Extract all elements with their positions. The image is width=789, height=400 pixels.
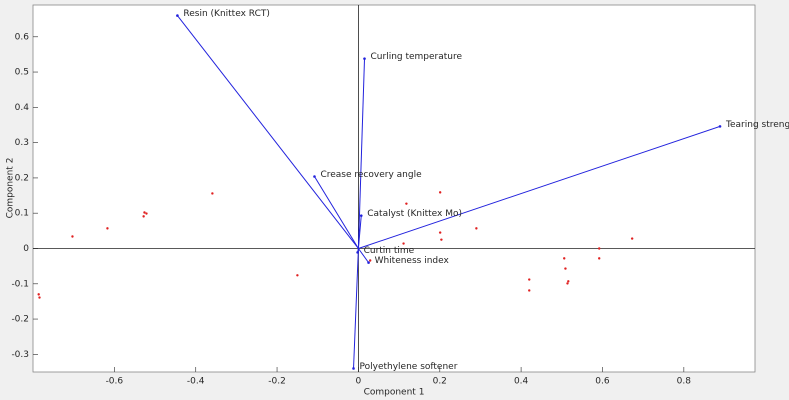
y-tick-label: 0.2	[15, 173, 29, 183]
score-point	[405, 202, 408, 205]
plot-area	[32, 4, 756, 373]
score-point	[440, 238, 443, 241]
x-tick-label: -0.4	[187, 377, 205, 387]
score-point	[145, 212, 148, 215]
score-point	[143, 211, 146, 214]
vector-label: Whiteness index	[375, 256, 450, 266]
vector-label: Crease recovery angle	[320, 170, 422, 180]
y-tick-label: 0.4	[15, 103, 30, 113]
score-point	[438, 191, 442, 194]
score-point	[37, 293, 40, 296]
x-axis-label: Component 1	[364, 388, 425, 398]
vector-tip	[367, 261, 370, 264]
score-point	[566, 282, 569, 285]
loading-vector	[358, 125, 721, 249]
vector-tip	[176, 14, 179, 17]
vector-tip	[363, 57, 366, 60]
y-tick-label: -0.1	[11, 279, 29, 289]
score-point	[142, 215, 145, 218]
x-tick-label: 0.2	[433, 377, 447, 387]
score-point	[475, 227, 478, 230]
y-tick-label: 0.5	[15, 68, 29, 78]
y-tick-label: -0.3	[11, 350, 29, 360]
score-point	[528, 278, 531, 281]
loading-vector	[357, 215, 362, 249]
score-point	[38, 296, 41, 299]
score-point	[528, 289, 531, 292]
score-point	[567, 280, 570, 283]
vector-tip	[718, 125, 722, 128]
vector-label: Curtin time	[364, 246, 415, 256]
score-point	[598, 257, 601, 260]
x-tick-label: 0.6	[595, 377, 610, 387]
vector-label: Catalyst (Knittex Mo)	[367, 209, 462, 219]
vector-tip	[359, 214, 363, 217]
y-tick-label: 0.3	[15, 138, 29, 148]
loading-vector	[357, 58, 366, 249]
vector-label: Tearing strength	[725, 120, 789, 130]
x-tick-label: -0.6	[106, 377, 124, 387]
x-tick-label: 0.8	[677, 377, 692, 387]
score-point	[71, 235, 74, 238]
score-point	[598, 247, 601, 250]
vector-tip	[352, 367, 355, 370]
x-tick-label: 0	[356, 377, 362, 387]
y-tick-label: 0.6	[15, 32, 30, 42]
y-tick-label: 0.1	[15, 209, 29, 219]
loading-vector	[177, 15, 359, 249]
score-point	[564, 267, 567, 270]
score-point	[211, 192, 214, 195]
loading-vector	[353, 248, 359, 369]
y-tick-label: -0.2	[11, 315, 29, 325]
score-point	[563, 257, 566, 260]
vector-tip	[313, 175, 316, 178]
score-point	[402, 242, 405, 245]
score-point	[630, 237, 634, 240]
y-tick-label: 0	[23, 244, 29, 254]
score-point	[438, 231, 442, 234]
vector-label: Curling temperature	[371, 52, 463, 62]
loading-vector	[314, 176, 359, 249]
x-tick-label: 0.4	[514, 377, 529, 387]
vector-label: Resin (Knittex RCT)	[183, 9, 269, 19]
score-point	[296, 274, 299, 277]
score-point	[369, 259, 372, 262]
vector-label: Polyethylene softener	[360, 362, 458, 372]
score-point	[106, 227, 109, 230]
loading-vector	[358, 248, 369, 263]
y-axis-label: Component 2	[6, 158, 16, 219]
x-tick-label: -0.2	[268, 377, 286, 387]
